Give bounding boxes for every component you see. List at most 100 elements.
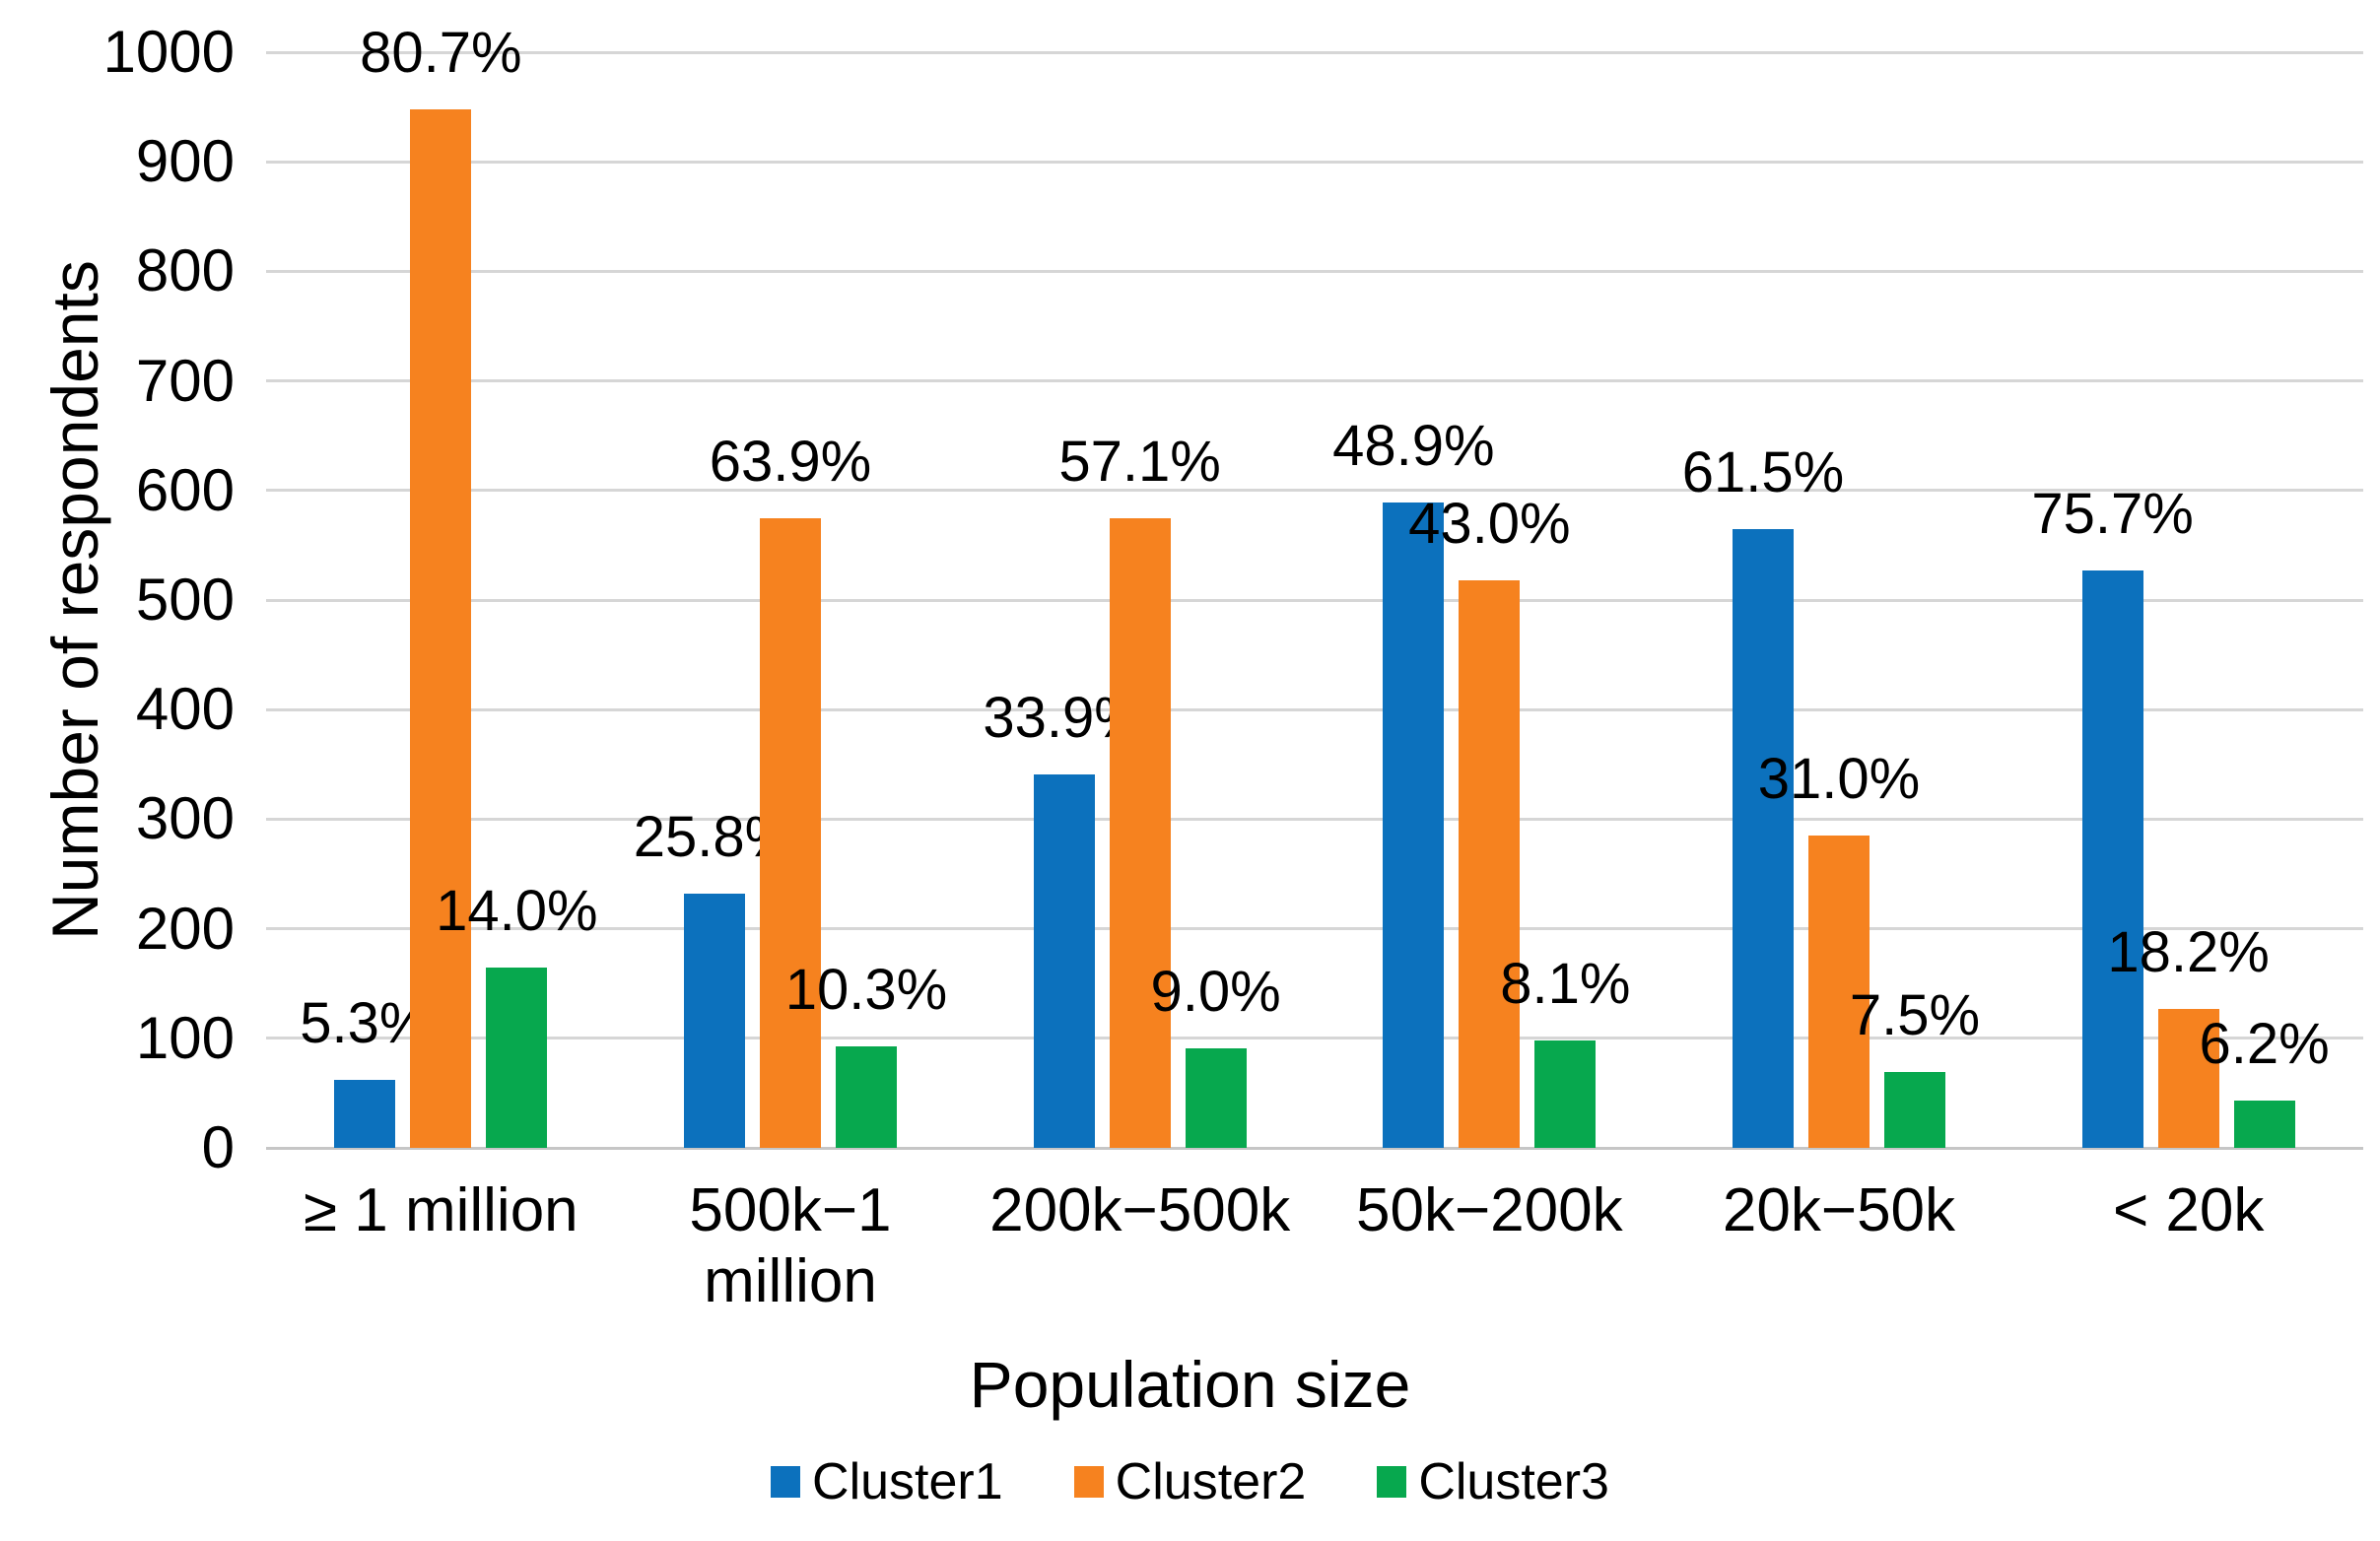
bar-cluster2 [1807, 836, 1870, 1148]
plot-area: 5.3% 80.7% 14.0% 25.8% 63.9% 10.3% 33.9% 57.1% 9… [266, 24, 2363, 1150]
bar-slot: 25.8% [634, 809, 795, 1148]
bar-slot: 9.0% [1151, 963, 1281, 1148]
bar-cluster3 [486, 967, 548, 1148]
bar-group: 48.9% 43.0% 8.1% [1315, 52, 1665, 1148]
bar-slot: 7.5% [1850, 987, 1980, 1148]
bar-group: 75.7% 18.2% 6.2% [2013, 52, 2363, 1148]
data-label: 9.0% [1150, 959, 1281, 1024]
bar-cluster2 [410, 108, 472, 1148]
y-tick-label: 800 [135, 237, 235, 304]
y-tick-label: 200 [135, 895, 235, 962]
bar-slot: 14.0% [436, 882, 598, 1148]
y-axis-tick-labels: 0 100 200 300 400 500 600 700 800 900 1000 [0, 21, 235, 1179]
x-tick-label: < 20k [2112, 1176, 2265, 1244]
x-tick-label: ≥ 1 million [303, 1176, 578, 1244]
x-tick-label: 500k−1 million [689, 1176, 892, 1315]
data-label: 5.3% [300, 991, 431, 1056]
bar-group: 5.3% 80.7% 14.0% [266, 24, 616, 1148]
bar-slot: 33.9% [983, 689, 1145, 1148]
data-label: 61.5% [1681, 439, 1845, 504]
data-label: 63.9% [709, 429, 872, 494]
bar-cluster3 [1883, 1072, 1945, 1148]
gridline [266, 817, 2363, 821]
y-tick-label: 900 [135, 128, 235, 195]
data-label: 57.1% [1058, 429, 1221, 494]
data-label: 31.0% [1757, 747, 1921, 812]
data-label: 7.5% [1849, 983, 1981, 1048]
bar-cluster1 [334, 1080, 396, 1148]
legend-item-cluster3: Cluster3 [1377, 1456, 1609, 1508]
gridline [266, 927, 2363, 931]
bar-group: 33.9% 57.1% 9.0% [965, 52, 1315, 1148]
data-label: 75.7% [2031, 481, 2194, 546]
gridline [266, 160, 2363, 164]
x-axis-tick-labels: ≥ 1 million 500k−1 million 200k−500k 50k−20… [266, 1175, 2363, 1333]
legend-item-cluster1: Cluster1 [771, 1456, 1003, 1508]
bar-slot: 57.1% [1058, 433, 1221, 1148]
x-axis-line [266, 1146, 2363, 1150]
legend-label: Cluster1 [812, 1453, 1003, 1510]
bar-slot: 48.9% [1332, 418, 1495, 1148]
x-axis-title: Population size [969, 1348, 1411, 1421]
legend-label: Cluster2 [1115, 1453, 1307, 1510]
gridline [266, 379, 2363, 383]
bar-slot: 31.0% [1758, 751, 1920, 1148]
x-tick-label: 20k−50k [1722, 1176, 1956, 1244]
y-tick-label: 0 [201, 1114, 235, 1180]
x-tick-label: 50k−200k [1356, 1176, 1623, 1244]
y-tick-label: 100 [135, 1004, 235, 1071]
gridline [266, 489, 2363, 493]
bar-slot: 75.7% [2031, 485, 2194, 1148]
bar-slot: 63.9% [710, 433, 871, 1148]
gridline [266, 1037, 2363, 1040]
gridline [266, 50, 2363, 54]
bar-group: 25.8% 63.9% 10.3% [616, 52, 966, 1148]
bar-slot: 10.3% [785, 961, 947, 1148]
bar-slot: 6.2% [2200, 1016, 2330, 1148]
bar-slot: 43.0% [1408, 495, 1571, 1148]
bar-slot: 80.7% [360, 24, 522, 1148]
bar-cluster2 [2157, 1008, 2219, 1148]
bar-slot: 61.5% [1682, 443, 1844, 1148]
chart-legend: Cluster1 Cluster2 Cluster3 [0, 1456, 2380, 1508]
gridline [266, 707, 2363, 711]
data-label: 18.2% [2107, 919, 2270, 984]
legend-label: Cluster3 [1418, 1453, 1609, 1510]
bar-slot: 18.2% [2107, 923, 2270, 1148]
legend-swatch-icon [1377, 1466, 1407, 1498]
bar-cluster1 [1383, 502, 1445, 1148]
bar-cluster2 [1109, 517, 1171, 1148]
y-tick-label: 1000 [102, 19, 235, 85]
legend-swatch-icon [1073, 1466, 1104, 1498]
data-label: 14.0% [436, 878, 598, 943]
bar-cluster3 [2233, 1101, 2295, 1148]
bar-slot: 5.3% [300, 995, 430, 1148]
bar-cluster2 [759, 517, 821, 1148]
bar-cluster1 [1732, 528, 1794, 1148]
bar-cluster3 [1534, 1040, 1597, 1148]
data-label: 80.7% [360, 20, 522, 85]
bar-cluster1 [1033, 773, 1095, 1148]
bar-group: 61.5% 31.0% 7.5% [1665, 52, 2014, 1148]
x-tick-label: 200k−500k [989, 1176, 1291, 1244]
gridline [266, 598, 2363, 602]
gridline [266, 269, 2363, 273]
y-tick-label: 700 [135, 347, 235, 414]
data-label: 8.1% [1500, 952, 1631, 1017]
bar-cluster1 [2081, 570, 2143, 1148]
legend-item-cluster2: Cluster2 [1073, 1453, 1307, 1510]
data-label: 10.3% [784, 957, 948, 1022]
bar-cluster3 [1185, 1047, 1247, 1148]
data-label: 48.9% [1332, 414, 1495, 479]
bar-slot: 8.1% [1500, 956, 1630, 1148]
y-tick-label: 300 [135, 785, 235, 852]
data-label: 6.2% [2199, 1012, 2330, 1077]
bar-cluster1 [683, 894, 745, 1148]
data-label: 43.0% [1408, 491, 1571, 556]
legend-swatch-icon [771, 1466, 801, 1498]
y-tick-label: 600 [135, 456, 235, 523]
bar-cluster3 [835, 1045, 897, 1148]
y-tick-label: 500 [135, 567, 235, 633]
bar-cluster2 [1459, 579, 1521, 1148]
